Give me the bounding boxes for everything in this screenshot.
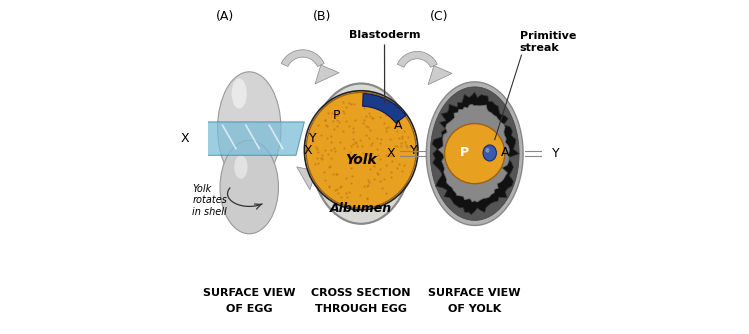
Ellipse shape <box>306 93 416 208</box>
Text: A: A <box>394 119 402 132</box>
Text: A: A <box>501 147 509 159</box>
Polygon shape <box>438 105 509 202</box>
Text: CROSS SECTION: CROSS SECTION <box>312 288 411 298</box>
Text: SURFACE VIEW: SURFACE VIEW <box>428 288 521 298</box>
Ellipse shape <box>445 124 505 184</box>
Polygon shape <box>315 65 339 84</box>
Ellipse shape <box>220 140 279 234</box>
Wedge shape <box>363 94 406 123</box>
Text: Y: Y <box>552 147 560 160</box>
Text: (A): (A) <box>216 10 234 23</box>
Polygon shape <box>194 122 304 155</box>
Polygon shape <box>387 152 406 175</box>
Text: X: X <box>304 144 312 157</box>
Text: (C): (C) <box>430 10 448 23</box>
Text: Y: Y <box>410 144 418 157</box>
Text: OF YOLK: OF YOLK <box>448 304 501 314</box>
Text: Blastoderm: Blastoderm <box>349 30 420 40</box>
Text: Yolk: Yolk <box>345 153 377 167</box>
Text: Y: Y <box>309 132 317 145</box>
Text: SURFACE VIEW: SURFACE VIEW <box>203 288 296 298</box>
Text: THROUGH EGG: THROUGH EGG <box>315 304 407 314</box>
Ellipse shape <box>217 72 281 185</box>
Polygon shape <box>430 87 519 220</box>
Polygon shape <box>397 51 437 67</box>
Ellipse shape <box>234 155 248 179</box>
Text: P: P <box>459 147 469 159</box>
Text: Yolk
rotates
in shell: Yolk rotates in shell <box>192 184 228 217</box>
Text: X: X <box>181 132 189 145</box>
Ellipse shape <box>483 145 497 161</box>
Text: Primitive
streak: Primitive streak <box>520 31 576 52</box>
Polygon shape <box>428 66 452 85</box>
Ellipse shape <box>231 78 246 109</box>
Polygon shape <box>392 133 408 174</box>
Polygon shape <box>315 133 330 174</box>
Text: OF EGG: OF EGG <box>226 304 273 314</box>
Text: X: X <box>387 147 395 160</box>
Text: Albumen: Albumen <box>330 202 392 215</box>
Polygon shape <box>281 50 324 66</box>
Text: P: P <box>333 109 340 122</box>
Polygon shape <box>432 92 519 214</box>
Polygon shape <box>297 167 316 190</box>
Polygon shape <box>426 82 523 225</box>
Ellipse shape <box>485 148 489 153</box>
Ellipse shape <box>311 84 411 224</box>
Text: (B): (B) <box>313 10 331 23</box>
